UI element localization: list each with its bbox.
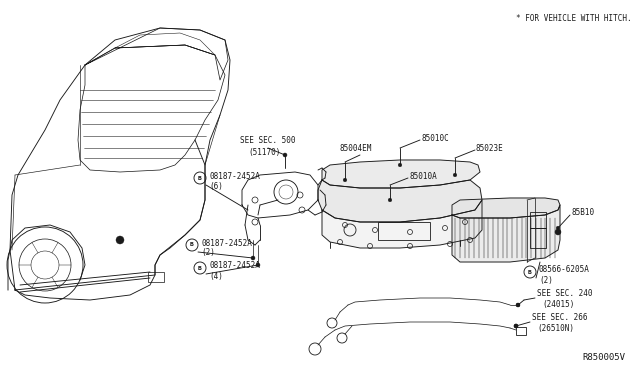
Text: 08187-2452A: 08187-2452A [201, 238, 252, 247]
Circle shape [514, 324, 518, 328]
Text: 85010C: 85010C [422, 134, 450, 142]
Circle shape [388, 198, 392, 202]
Bar [148, 272, 164, 282]
Circle shape [516, 303, 520, 307]
Circle shape [556, 226, 560, 230]
Circle shape [116, 236, 124, 244]
Circle shape [256, 263, 260, 267]
Bar [516, 327, 526, 335]
Text: (26510N): (26510N) [537, 324, 574, 334]
Circle shape [343, 178, 347, 182]
Circle shape [555, 229, 561, 235]
Bar [530, 212, 546, 228]
Text: 08187-2452A: 08187-2452A [209, 171, 260, 180]
Text: B: B [198, 266, 202, 270]
Circle shape [453, 173, 457, 177]
Bar [378, 222, 430, 240]
Polygon shape [452, 205, 560, 262]
Text: (2): (2) [539, 276, 553, 285]
Text: B: B [198, 176, 202, 180]
Text: 85023E: 85023E [476, 144, 504, 153]
Circle shape [516, 303, 520, 307]
Text: (24015): (24015) [542, 301, 574, 310]
Text: (2): (2) [201, 248, 215, 257]
Text: SEE SEC. 266: SEE SEC. 266 [532, 314, 588, 323]
Circle shape [398, 163, 402, 167]
Polygon shape [322, 200, 482, 248]
Polygon shape [452, 198, 560, 218]
Polygon shape [322, 160, 480, 188]
Text: (4): (4) [209, 272, 223, 280]
Text: SEE SEC. 240: SEE SEC. 240 [537, 289, 593, 298]
Text: * FOR VEHICLE WITH HITCH.: * FOR VEHICLE WITH HITCH. [516, 13, 632, 22]
Text: (51170): (51170) [248, 148, 280, 157]
Text: B: B [528, 269, 532, 275]
Circle shape [251, 256, 255, 260]
Text: 85010A: 85010A [410, 171, 438, 180]
Text: 08187-2452A: 08187-2452A [209, 262, 260, 270]
Text: R850005V: R850005V [582, 353, 625, 362]
Text: B: B [190, 243, 194, 247]
Circle shape [283, 153, 287, 157]
Text: (6): (6) [209, 182, 223, 190]
Text: 85004EM: 85004EM [340, 144, 372, 153]
Text: 08566-6205A: 08566-6205A [539, 266, 590, 275]
Polygon shape [318, 180, 482, 222]
Bar [530, 228, 546, 248]
Text: SEE SEC. 500: SEE SEC. 500 [240, 135, 296, 144]
Text: 85B10: 85B10 [572, 208, 595, 217]
Circle shape [514, 324, 518, 328]
